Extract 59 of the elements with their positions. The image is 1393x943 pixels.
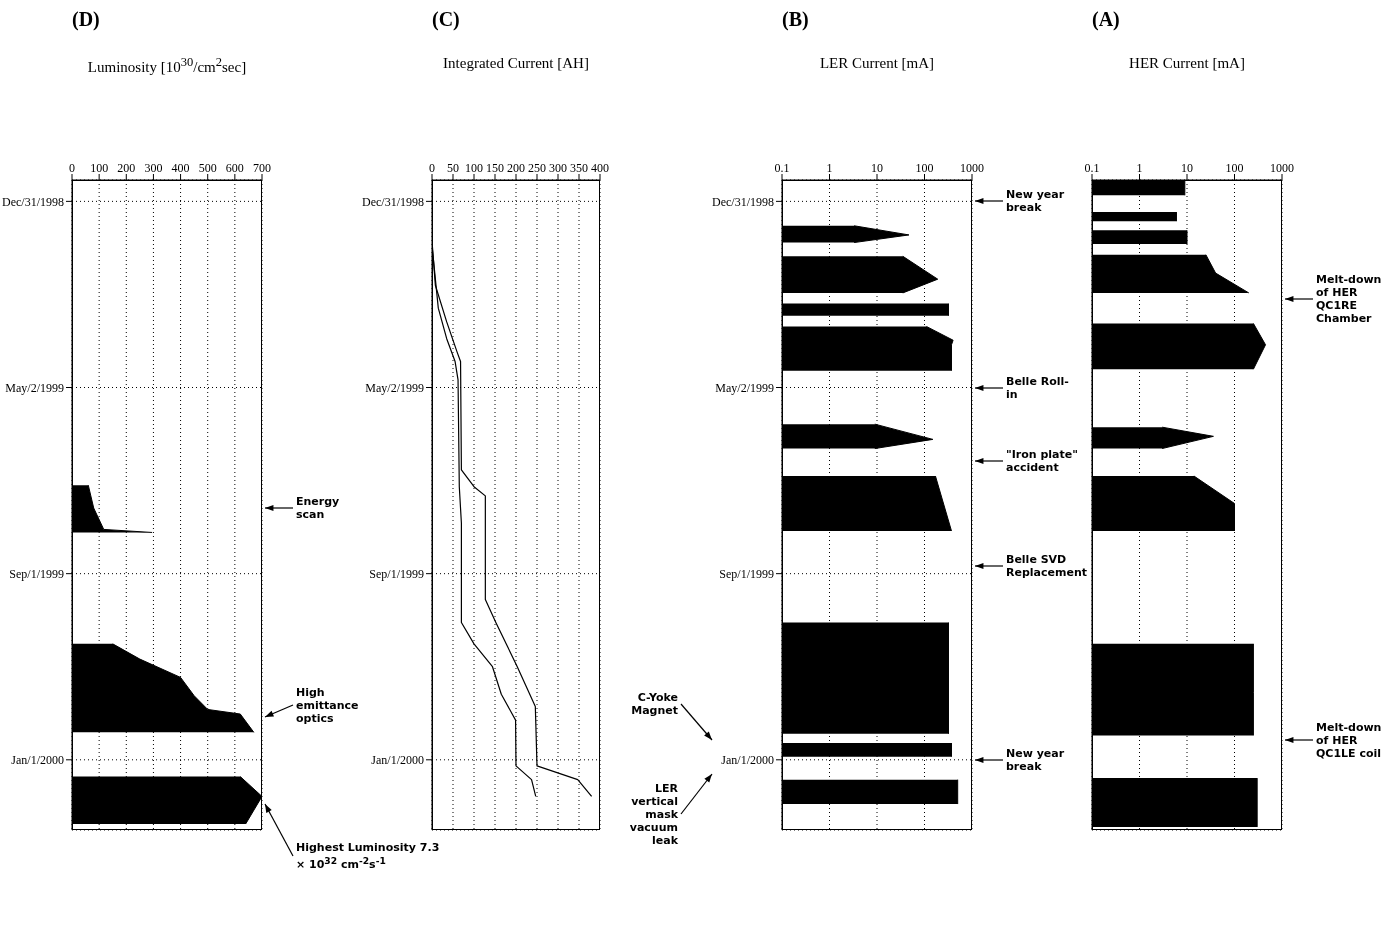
x-tick-label: 200	[507, 161, 525, 175]
text: Melt-down of HER QC1LE coil	[1316, 720, 1383, 760]
x-tick-label: 0	[429, 161, 435, 175]
x-tick-label: 250	[528, 161, 546, 175]
y-tick-label: May/2/1999	[715, 380, 774, 395]
x-tick-label: 200	[117, 161, 136, 175]
x-tick-label: 400	[591, 161, 609, 175]
y-tick-label: May/2/1999	[5, 380, 64, 395]
text: High emittance optics	[296, 685, 360, 725]
text: C-Yoke Magnet	[630, 691, 678, 717]
y-tick-label: May/2/1999	[365, 380, 424, 395]
x-tick-label: 0.1	[1084, 161, 1100, 175]
x-tick-label: 100	[915, 161, 934, 175]
y-tick-label: Dec/31/1998	[362, 194, 424, 209]
x-axis-title: LER Current [mA]	[818, 55, 936, 72]
text: Belle Roll-in	[1006, 375, 1070, 401]
x-tick-label: 1000	[1270, 161, 1294, 175]
x-tick-label: 50	[447, 161, 459, 175]
x-tick-label: 350	[570, 161, 588, 175]
x-tick-label: 300	[144, 161, 163, 175]
text: Energy scan	[296, 495, 341, 521]
x-tick-label: 1	[826, 161, 833, 175]
y-tick-label: Jan/1/2000	[721, 753, 774, 768]
x-tick-label: 0	[69, 161, 75, 175]
chart-title: (D)	[72, 8, 100, 31]
x-axis-title: Integrated Current [AH]	[442, 55, 590, 72]
x-axis-title: HER Current [mA]	[1128, 55, 1246, 72]
x-tick-label: 400	[171, 161, 190, 175]
x-axis-title: Luminosity [10$^{30}$/cm$^{2}$sec]	[86, 55, 248, 76]
x-tick-label: 10	[1181, 161, 1193, 175]
x-tick-label: 100	[465, 161, 483, 175]
y-tick-label: Jan/1/2000	[371, 753, 424, 768]
y-tick-label: Sep/1/1999	[719, 566, 774, 581]
x-tick-label: 300	[549, 161, 567, 175]
text: "Iron plate" accident	[1006, 448, 1079, 474]
y-tick-label: Jan/1/2000	[11, 753, 64, 768]
text: Highest Luminosity 7.3 × 10$^{32}$ cm$^{-2}$s$^{-1}$	[296, 840, 441, 872]
text: New year break	[1006, 188, 1066, 214]
text: New year break	[1006, 747, 1066, 773]
x-tick-label: 700	[253, 161, 271, 175]
x-tick-label: 600	[225, 161, 244, 175]
x-tick-label: 150	[486, 161, 504, 175]
x-tick-label: 0.1	[774, 161, 790, 175]
chart-title: (B)	[782, 8, 809, 31]
text: Belle SVD Replacement	[1006, 553, 1087, 579]
y-tick-label: Dec/31/1998	[712, 194, 774, 209]
x-tick-label: 500	[198, 161, 217, 175]
chart-title: (A)	[1092, 8, 1120, 31]
y-tick-label: Sep/1/1999	[369, 566, 424, 581]
y-tick-label: Sep/1/1999	[9, 566, 64, 581]
x-tick-label: 100	[1225, 161, 1244, 175]
x-tick-label: 10	[871, 161, 883, 175]
chart-title: (C)	[432, 8, 460, 31]
text: Melt-down of HER QC1RE Chamber	[1316, 273, 1383, 325]
text: LER vertical mask vacuum leak	[628, 781, 678, 847]
x-tick-label: 100	[90, 161, 109, 175]
y-tick-label: Dec/31/1998	[2, 194, 64, 209]
x-tick-label: 1	[1136, 161, 1143, 175]
x-tick-label: 1000	[960, 161, 984, 175]
